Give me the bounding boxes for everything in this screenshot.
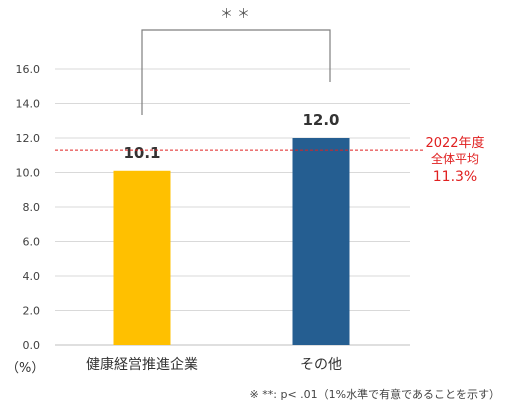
y-axis-ticks: 0.0 2.0 4.0 6.0 8.0 10.0 12.0 14.0 16.0 (16, 63, 41, 352)
average-label-text: 全体平均 (431, 151, 479, 166)
data-label: 12.0 (302, 111, 339, 129)
y-tick-label: 6.0 (23, 236, 41, 249)
y-tick-label: 8.0 (23, 201, 41, 214)
significance-bracket (141, 29, 331, 115)
y-tick-label: 10.0 (16, 167, 41, 180)
average-label-year: 2022年度 (425, 135, 484, 151)
y-tick-label: 16.0 (16, 63, 41, 76)
y-tick-label: 14.0 (16, 98, 41, 111)
average-label-value: 11.3% (433, 169, 477, 185)
data-label: 10.1 (123, 144, 160, 162)
category-label: 健康経営推進企業 (86, 356, 198, 373)
y-tick-label: 0.0 (23, 339, 41, 352)
bar-1 (113, 170, 171, 345)
bar-2 (292, 138, 350, 345)
category-label: その他 (300, 357, 342, 373)
gridlines (55, 68, 410, 346)
y-tick-label: 12.0 (16, 132, 41, 145)
bars (113, 138, 350, 345)
data-labels: 10.1 12.0 (123, 111, 339, 162)
footnote: ※ **: p< .01（1%水準で有意であることを示す） (250, 387, 500, 401)
category-labels: 健康経営推進企業 その他 (86, 356, 342, 373)
y-tick-label: 2.0 (23, 305, 41, 318)
y-tick-label: 4.0 (23, 270, 41, 283)
y-axis-unit-label: （%） (6, 361, 44, 376)
significance-label: ＊＊ (220, 7, 254, 22)
